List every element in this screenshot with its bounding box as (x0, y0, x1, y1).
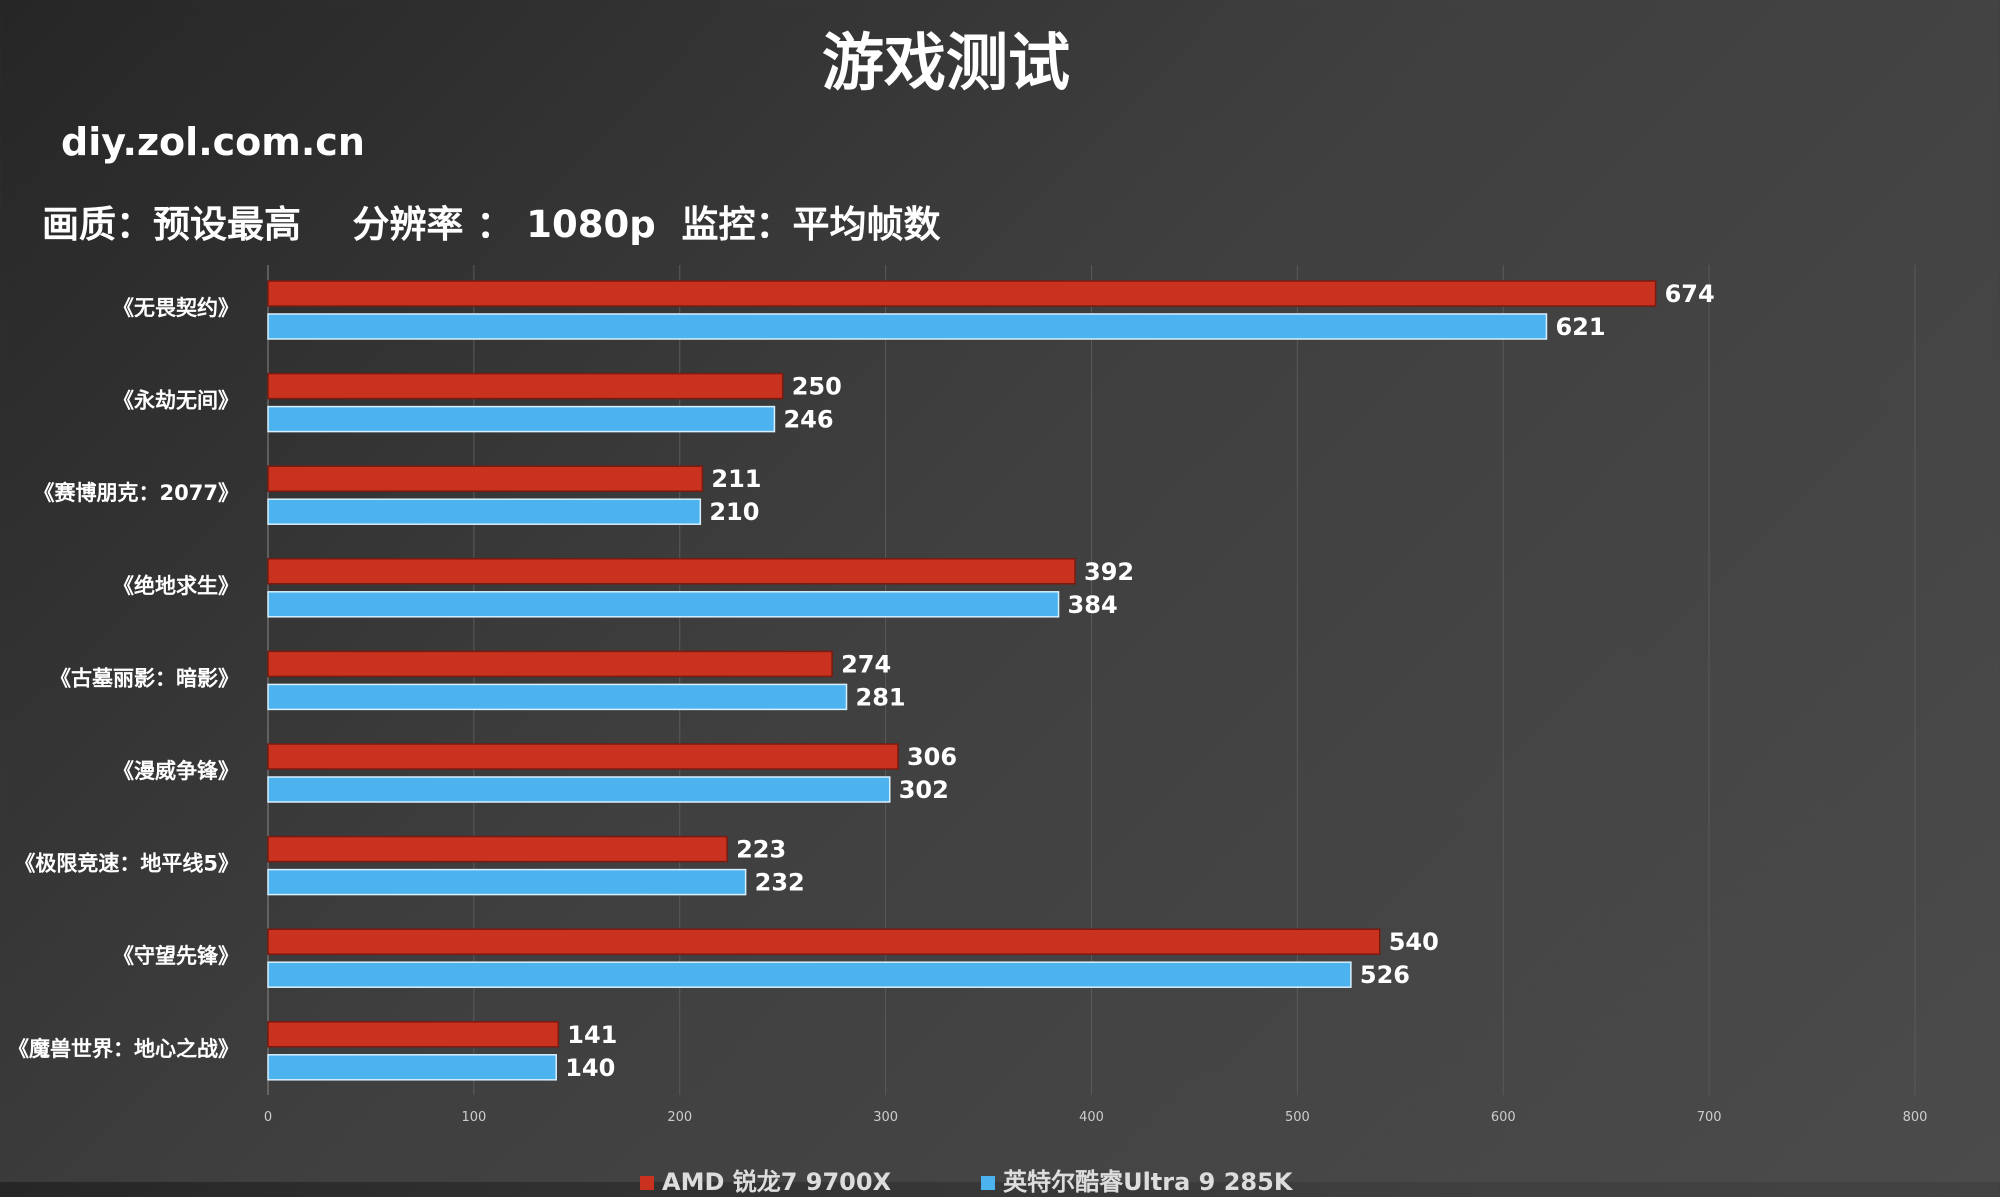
bar (267, 1021, 560, 1048)
bar (267, 868, 747, 896)
bar (267, 313, 1548, 340)
bar (267, 1054, 557, 1081)
x-tick-label: 100 (461, 1110, 486, 1125)
category-label: 《极限竞速：地平线5》 (14, 852, 239, 876)
data-label: 540 (1389, 928, 1439, 956)
chart-title: 游戏测试 (821, 26, 1070, 99)
legend: AMD 锐龙7 9700X 英特尔酷睿Ultra 9 285K (640, 1162, 1292, 1197)
bar (267, 683, 848, 711)
bar (267, 591, 1060, 618)
data-label: 141 (567, 1021, 617, 1049)
bar (267, 928, 1381, 955)
data-label: 526 (1360, 961, 1410, 989)
legend-label: 英特尔酷睿Ultra 9 285K (1003, 1168, 1293, 1196)
legend-item-amd: AMD 锐龙7 9700X (640, 1162, 891, 1197)
data-label: 306 (907, 743, 957, 771)
chart-subtitle: 画质：预设最高 分辨率 ： 1080p 监控：平均帧数 (42, 203, 941, 246)
data-label: 281 (856, 683, 906, 711)
x-tick-label: 300 (873, 1110, 898, 1125)
category-label: 《魔兽世界：地心之战》 (8, 1037, 239, 1061)
bar (267, 835, 728, 863)
legend-label: AMD 锐龙7 9700X (662, 1168, 892, 1196)
bar (267, 558, 1076, 585)
data-label: 223 (736, 836, 786, 864)
category-label: 《永劫无间》 (113, 389, 239, 413)
data-label: 302 (899, 776, 949, 804)
watermark-text: diy.zol.com.cn (61, 120, 365, 164)
data-label: 392 (1084, 558, 1134, 586)
category-label: 《漫威争锋》 (113, 759, 239, 783)
category-label: 《无畏契约》 (113, 296, 239, 320)
x-tick-label: 400 (1079, 1110, 1104, 1125)
data-label: 232 (755, 869, 805, 897)
x-tick-label: 500 (1285, 1110, 1310, 1125)
bar (267, 650, 833, 678)
x-tick-label: 600 (1491, 1110, 1516, 1125)
data-label: 274 (841, 650, 891, 678)
data-label: 674 (1665, 280, 1715, 308)
x-tick-label: 700 (1697, 1110, 1722, 1125)
data-label: 210 (709, 498, 759, 526)
data-label: 384 (1068, 591, 1118, 619)
category-label: 《守望先锋》 (113, 944, 239, 968)
bar (267, 465, 704, 492)
category-label: 《绝地求生》 (113, 574, 239, 598)
bar (267, 961, 1352, 988)
legend-swatch (981, 1176, 996, 1190)
x-tick-label: 200 (667, 1110, 692, 1125)
bar (267, 405, 776, 433)
bar (267, 498, 702, 525)
data-label: 140 (565, 1054, 615, 1082)
category-label: 《赛博朋克：2077》 (34, 481, 239, 505)
legend-item-intel: 英特尔酷睿Ultra 9 285K (981, 1162, 1292, 1197)
bar (267, 743, 899, 770)
bar (267, 776, 891, 803)
data-label: 250 (792, 373, 842, 401)
data-label: 211 (711, 465, 761, 493)
category-label: 《古墓丽影：暗影》 (50, 666, 239, 690)
data-label: 621 (1555, 313, 1605, 341)
bar (267, 280, 1657, 307)
bar (267, 372, 784, 400)
data-label: 246 (783, 406, 833, 434)
x-tick-label: 0 (264, 1110, 272, 1125)
legend-swatch (640, 1176, 654, 1190)
x-tick-label: 800 (1903, 1110, 1928, 1125)
